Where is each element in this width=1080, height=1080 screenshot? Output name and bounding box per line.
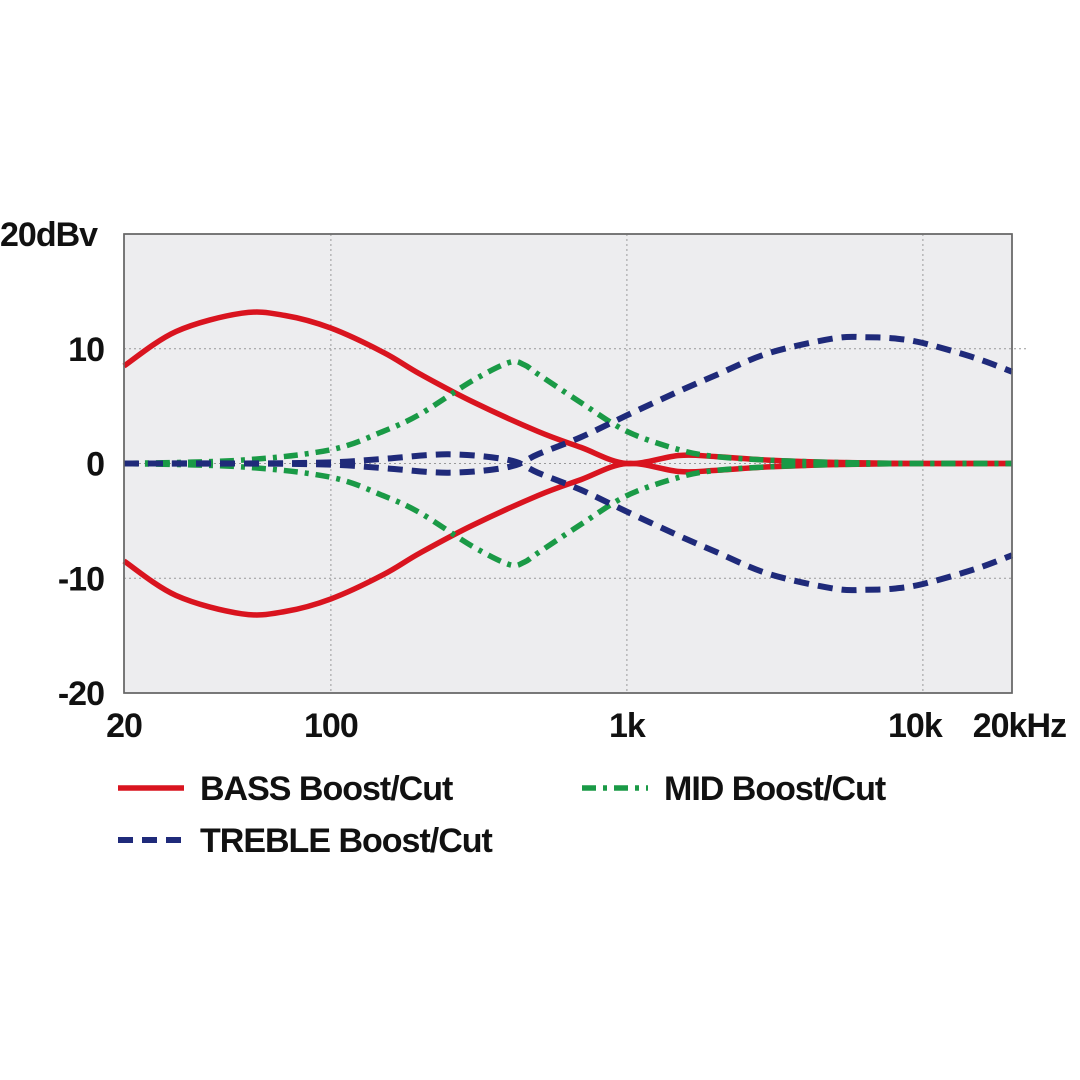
plot-frame (123, 233, 1013, 694)
x-tick-label: 20 (106, 707, 142, 745)
legend-item-treble-boost-cut: TREBLE Boost/Cut (118, 822, 494, 860)
legend-item-mid-boost-cut: MID Boost/Cut (582, 770, 887, 808)
treble-boost-cut-boost-line (123, 333, 1014, 476)
legend: BASS Boost/Cut MID Boost/Cut TREBLE Boost/… (118, 770, 887, 860)
y-tick-label: 10 (68, 331, 104, 369)
mid-boost-cut-cut-line (123, 460, 1013, 569)
x-tick-label: 1k (609, 707, 646, 745)
y-tick-label: 0 (86, 446, 104, 484)
legend-item-bass-boost-cut: BASS Boost/Cut (118, 770, 454, 808)
series-layer (122, 309, 1014, 618)
y-tick-label: -10 (58, 560, 104, 598)
bass-boost-cut-cut-line (122, 460, 1013, 618)
bass-boost-cut-boost-line (122, 309, 1013, 467)
legend-label: MID Boost/Cut (664, 770, 886, 808)
treble-boost-cut-cut-line (123, 451, 1014, 594)
y-tick-label: -20 (58, 675, 104, 713)
x-tick-label: 100 (304, 707, 358, 745)
y-tick-label: 20dBv (0, 216, 98, 254)
legend-label: BASS Boost/Cut (200, 770, 453, 808)
mid-boost-cut-boost-line (123, 358, 1013, 467)
x-tick-label: 10k (888, 707, 943, 745)
x-tick-label: 20kHz (973, 707, 1066, 745)
legend-label: TREBLE Boost/Cut (200, 822, 493, 860)
